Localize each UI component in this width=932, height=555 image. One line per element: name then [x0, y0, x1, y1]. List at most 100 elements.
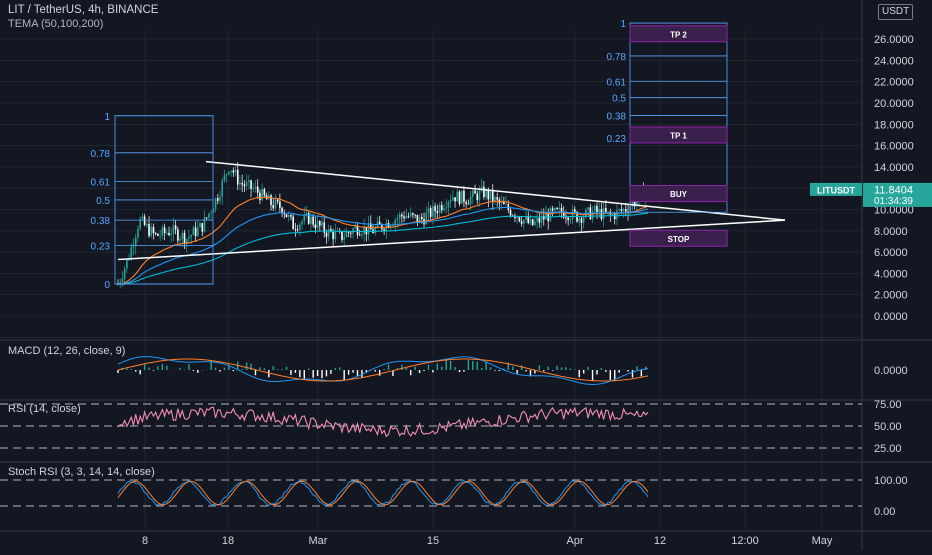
- macd-histogram-bar: [605, 370, 606, 372]
- rsi-tick-label: 75.00: [874, 399, 902, 411]
- candle-body: [317, 221, 319, 228]
- candle-body: [228, 172, 230, 174]
- price-tick-label: 0.0000: [874, 311, 908, 323]
- macd-histogram-bar: [290, 370, 291, 375]
- candle-body: [295, 229, 297, 230]
- candle-body: [361, 234, 363, 235]
- macd-histogram-bar: [273, 366, 274, 370]
- candle-body: [226, 174, 228, 175]
- macd-histogram-bar: [179, 368, 180, 370]
- candle-body: [190, 235, 192, 237]
- macd-histogram-bar: [375, 370, 376, 372]
- macd-histogram-bar: [561, 367, 562, 370]
- price-tick-label: 16.0000: [874, 141, 914, 153]
- fib-left-level-label: 0.38: [91, 216, 111, 227]
- macd-histogram-bar: [388, 364, 389, 370]
- fib-left-level-label: 0.5: [96, 196, 110, 207]
- price-tick-label: 2.0000: [874, 290, 908, 302]
- macd-histogram-bar: [326, 370, 327, 376]
- candle-body: [301, 221, 303, 224]
- macd-histogram-bar: [494, 370, 495, 371]
- macd-histogram-bar: [632, 370, 633, 378]
- time-axis-label: 15: [427, 535, 439, 547]
- candle-body: [523, 220, 525, 224]
- currency-button[interactable]: USDT: [878, 4, 913, 20]
- candle-body: [452, 197, 454, 200]
- candle-body: [414, 215, 416, 216]
- candle-body: [155, 233, 157, 234]
- time-axis-label: 12:00: [731, 535, 759, 547]
- candle-body: [530, 219, 532, 223]
- price-tick-label: 26.0000: [874, 34, 914, 46]
- candle-body: [166, 233, 168, 234]
- tema-50-line: [118, 197, 648, 284]
- macd-histogram-bar: [219, 370, 220, 372]
- candle-body: [463, 191, 465, 202]
- candle-body: [279, 201, 281, 207]
- candle-body: [485, 190, 487, 197]
- candle-body: [354, 226, 356, 229]
- fib-right-level-label: 0.23: [607, 134, 627, 145]
- candle-body: [363, 227, 365, 235]
- fib-right-level-label: 0.78: [607, 52, 627, 63]
- candle-body: [275, 200, 277, 209]
- candle-body: [468, 204, 470, 205]
- candle-body: [450, 200, 452, 202]
- candle-body: [286, 214, 288, 217]
- macd-histogram-bar: [618, 370, 619, 373]
- macd-histogram-bar: [521, 365, 522, 370]
- candle-body: [146, 224, 148, 225]
- macd-histogram-bar: [224, 368, 225, 370]
- candle-body: [335, 232, 337, 240]
- candle-body: [359, 235, 361, 236]
- tp2-label: TP 2: [670, 30, 687, 39]
- candle-body: [153, 227, 155, 233]
- candle-body: [439, 205, 441, 213]
- macd-histogram-bar: [490, 367, 491, 370]
- candle-body: [574, 209, 576, 212]
- macd-histogram-bar: [259, 367, 260, 370]
- candle-body: [168, 233, 170, 235]
- macd-histogram-bar: [348, 370, 349, 375]
- macd-histogram-bar: [548, 367, 549, 370]
- candle-body: [195, 228, 197, 236]
- candle-body: [534, 221, 536, 224]
- candle-body: [208, 213, 210, 217]
- candle-body: [408, 216, 410, 217]
- candle-body: [556, 208, 558, 209]
- macd-histogram-bar: [406, 368, 407, 370]
- macd-histogram-bar: [343, 370, 344, 381]
- macd-histogram-bar: [166, 366, 167, 370]
- candle-body: [488, 190, 490, 199]
- macd-histogram-bar: [641, 370, 642, 376]
- candle-body: [299, 224, 301, 229]
- macd-histogram-bar: [148, 368, 149, 370]
- candle-body: [598, 209, 600, 212]
- candle-body: [479, 191, 481, 201]
- macd-histogram-bar: [446, 360, 447, 370]
- candle-body: [437, 211, 439, 213]
- macd-histogram-bar: [299, 370, 300, 377]
- macd-histogram-bar: [188, 364, 189, 370]
- candle-body: [312, 217, 314, 225]
- macd-histogram-bar: [379, 370, 380, 376]
- candle-body: [594, 206, 596, 211]
- candle-body: [430, 208, 432, 217]
- candle-body: [184, 233, 186, 244]
- candle-body: [572, 209, 574, 219]
- candle-body: [558, 208, 560, 209]
- macd-histogram-bar: [539, 365, 540, 370]
- time-axis-label: Mar: [309, 535, 328, 547]
- candle-body: [233, 171, 235, 173]
- rsi-tick-label: 50.00: [874, 421, 902, 433]
- macd-histogram-bar: [516, 370, 517, 374]
- macd-histogram-bar: [459, 370, 460, 372]
- macd-histogram-bar: [499, 370, 500, 371]
- price-tick-label: 24.0000: [874, 55, 914, 67]
- candle-body: [539, 218, 541, 223]
- price-tick-label: 4.0000: [874, 268, 908, 280]
- candle-body: [197, 227, 199, 236]
- candle-body: [612, 214, 614, 215]
